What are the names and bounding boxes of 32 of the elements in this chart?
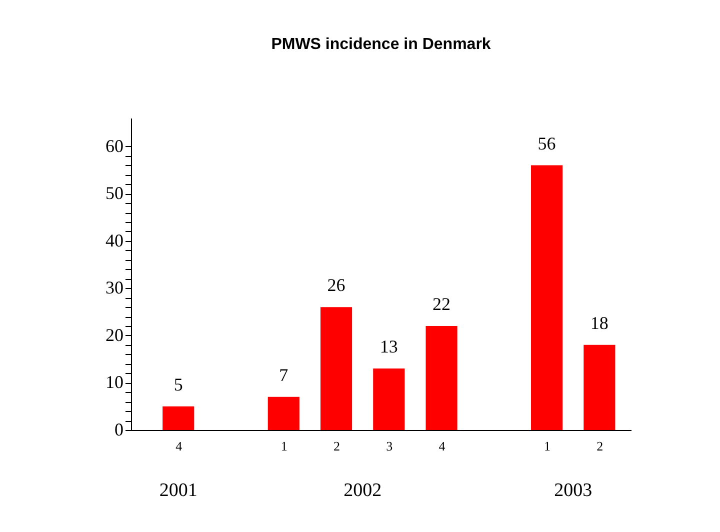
bar [268,396,300,430]
text: 2001 [159,480,198,501]
bar [162,406,194,430]
text: 2002 [344,480,382,501]
y-tick-label: 20 [106,324,124,345]
x-tick-label: 3 [386,438,393,454]
bar [426,326,458,430]
bar [584,344,616,430]
data-label: 7 [279,364,288,385]
x-tick-label: 2 [596,438,604,454]
data-label: 56 [538,133,556,154]
x-tick-label: 4 [438,438,446,454]
data-label: 5 [174,374,183,394]
y-tick-label: 50 [106,183,124,204]
bar [531,165,563,430]
x-tick-label: 1 [544,438,551,454]
y-tick-label: 30 [106,278,124,298]
y-tick-label: 60 [106,136,124,156]
y-tick-label: 40 [106,230,124,250]
data-label: 18 [590,312,608,333]
bar [320,307,352,430]
x-tick-label: 4 [176,438,183,454]
chart-title: PMWS incidence in Denmark [271,36,491,53]
data-label: 22 [432,294,451,314]
data-label: 13 [380,336,398,357]
y-tick-label: 10 [106,372,124,392]
x-tick-label: 1 [280,438,288,454]
text: 2003 [554,480,592,501]
y-tick-label: 0 [114,420,124,440]
x-tick-label: 2 [334,438,340,454]
bar [373,368,405,430]
data-label: 26 [327,275,346,296]
